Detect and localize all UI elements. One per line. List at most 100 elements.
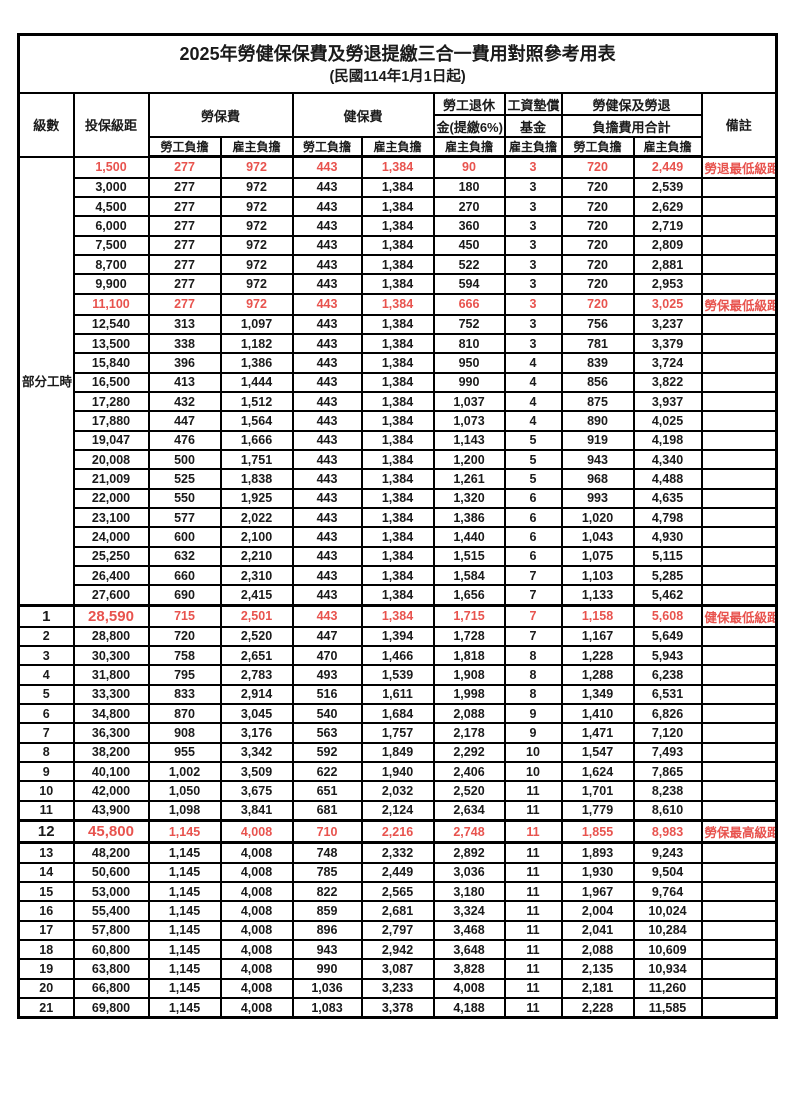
bracket-cell: 45,800 [72, 819, 150, 844]
total-employee-cell: 720 [560, 176, 635, 198]
pension-employer-cell: 1,515 [432, 545, 506, 568]
remark-cell [700, 352, 778, 374]
bracket-cell: 6,000 [72, 215, 150, 237]
pension-employer-cell: 2,520 [432, 780, 506, 802]
labor-employee-cell: 1,145 [147, 841, 222, 864]
health-employee-cell: 943 [291, 938, 363, 961]
wage-fund-employer-cell: 11 [503, 938, 563, 961]
wage-fund-employer-cell: 9 [503, 722, 563, 744]
pension-employer-cell: 1,584 [432, 565, 506, 587]
labor-employer-cell: 1,097 [219, 313, 294, 335]
table-row: 25,250 632 2,210 443 1,384 1,515 6 1,075 5,115 [19, 545, 778, 568]
remark-cell: 勞退最低級距 [700, 155, 778, 179]
health-employer-cell: 2,216 [360, 819, 435, 844]
labor-employee-cell: 313 [147, 313, 222, 335]
total-employer-cell: 2,881 [632, 253, 703, 276]
pension-employer-cell: 3,324 [432, 900, 506, 922]
table-row: 6,000 277 972 443 1,384 360 3 720 2,719 [19, 215, 778, 237]
wage-fund-employer-cell: 11 [503, 996, 563, 1019]
remark-cell [700, 332, 778, 355]
table-row: 15 53,000 1,145 4,008 822 2,565 3,180 11 1,967 9,… [17, 880, 778, 903]
level-cell: 10 [17, 780, 75, 802]
total-employee-cell: 943 [560, 448, 635, 471]
level-cell: 1 [17, 603, 75, 628]
bracket-cell: 27,600 [72, 584, 150, 607]
wage-fund-employer-cell: 11 [503, 880, 563, 903]
health-employee-cell: 896 [291, 919, 363, 941]
bracket-cell: 8,700 [72, 253, 150, 276]
remark-cell [700, 799, 778, 822]
wage-fund-employer-cell: 11 [503, 799, 563, 822]
remark-cell [700, 919, 778, 941]
level-cell: 17 [17, 919, 75, 941]
labor-employee-cell: 277 [147, 155, 222, 179]
labor-employer-cell: 3,342 [219, 741, 294, 764]
table-row: 9,900 277 972 443 1,384 594 3 720 2,953 [19, 273, 778, 295]
health-employee-cell: 443 [291, 603, 363, 628]
wage-fund-employer-cell: 3 [503, 155, 563, 179]
remark-cell [700, 448, 778, 471]
remark-cell [700, 584, 778, 607]
bracket-cell: 17,880 [72, 410, 150, 432]
labor-employee-cell: 758 [147, 645, 222, 667]
bracket-cell: 22,000 [72, 487, 150, 510]
labor-employer-cell: 2,100 [219, 526, 294, 548]
pension-employer-cell: 1,386 [432, 506, 506, 529]
bracket-cell: 69,800 [72, 996, 150, 1019]
labor-employer-cell: 4,008 [219, 996, 294, 1019]
total-employee-cell: 2,135 [560, 958, 635, 980]
health-employer-cell: 1,384 [360, 468, 435, 490]
wage-fund-employer-cell: 6 [503, 545, 563, 568]
table-row: 4,500 277 972 443 1,384 270 3 720 2,629 [19, 195, 778, 218]
health-employee-cell: 443 [291, 487, 363, 510]
total-employee-cell: 781 [560, 332, 635, 355]
total-employee-cell: 919 [560, 429, 635, 451]
labor-employer-cell: 3,675 [219, 780, 294, 802]
bracket-cell: 31,800 [72, 664, 150, 686]
wage-fund-employer-cell: 11 [503, 958, 563, 980]
wage-fund-employer-cell: 5 [503, 468, 563, 490]
labor-employer-cell: 1,838 [219, 468, 294, 490]
labor-employee-cell: 795 [147, 664, 222, 686]
health-employer-cell: 1,384 [360, 155, 435, 179]
wage-fund-employer-cell: 10 [503, 741, 563, 764]
bracket-cell: 17,280 [72, 390, 150, 413]
table-header: 2025年勞健保保費及勞退提繳三合一費用對照參考用表 (民國114年1月1日起)… [17, 33, 778, 158]
pension-employer-cell: 4,188 [432, 996, 506, 1019]
health-employee-cell: 859 [291, 900, 363, 922]
total-employer-cell: 10,609 [632, 938, 703, 961]
remark-cell [700, 841, 778, 864]
table-row: 23,100 577 2,022 443 1,384 1,386 6 1,020 4,798 [19, 506, 778, 529]
remark-cell [700, 273, 778, 295]
total-employee-cell: 1,471 [560, 722, 635, 744]
health-employee-cell: 443 [291, 292, 363, 316]
remark-cell [700, 371, 778, 393]
health-employee-cell: 443 [291, 506, 363, 529]
labor-employer-cell: 972 [219, 234, 294, 256]
subheader-labor-employee: 勞工負擔 [147, 136, 222, 158]
table-row: 7,500 277 972 443 1,384 450 3 720 2,809 [19, 234, 778, 256]
level-cell: 19 [17, 958, 75, 980]
labor-employer-cell: 4,008 [219, 919, 294, 941]
total-employer-cell: 11,585 [632, 996, 703, 1019]
table-row: 17,880 447 1,564 443 1,384 1,073 4 890 4,025 [19, 410, 778, 432]
labor-employee-cell: 447 [147, 410, 222, 432]
labor-employee-cell: 432 [147, 390, 222, 413]
table-row: 3 30,300 758 2,651 470 1,466 1,818 8 1,228 5,943 [17, 645, 778, 667]
pension-employer-cell: 2,292 [432, 741, 506, 764]
table-row: 2 28,800 720 2,520 447 1,394 1,728 7 1,167 5,649 [17, 625, 778, 648]
total-employee-cell: 1,043 [560, 526, 635, 548]
remark-cell [700, 645, 778, 667]
total-employee-cell: 1,624 [560, 761, 635, 783]
health-employee-cell: 710 [291, 819, 363, 844]
wage-fund-employer-cell: 3 [503, 176, 563, 198]
wage-fund-employer-cell: 6 [503, 526, 563, 548]
bracket-cell: 53,000 [72, 880, 150, 903]
health-employee-cell: 1,036 [291, 977, 363, 999]
health-employer-cell: 1,384 [360, 390, 435, 413]
total-employer-cell: 4,798 [632, 506, 703, 529]
health-employer-cell: 1,384 [360, 603, 435, 628]
pension-employer-cell: 2,748 [432, 819, 506, 844]
pension-employer-cell: 666 [432, 292, 506, 316]
header-row-2: 金(提繳6%) 基金 負擔費用合計 [19, 114, 777, 138]
